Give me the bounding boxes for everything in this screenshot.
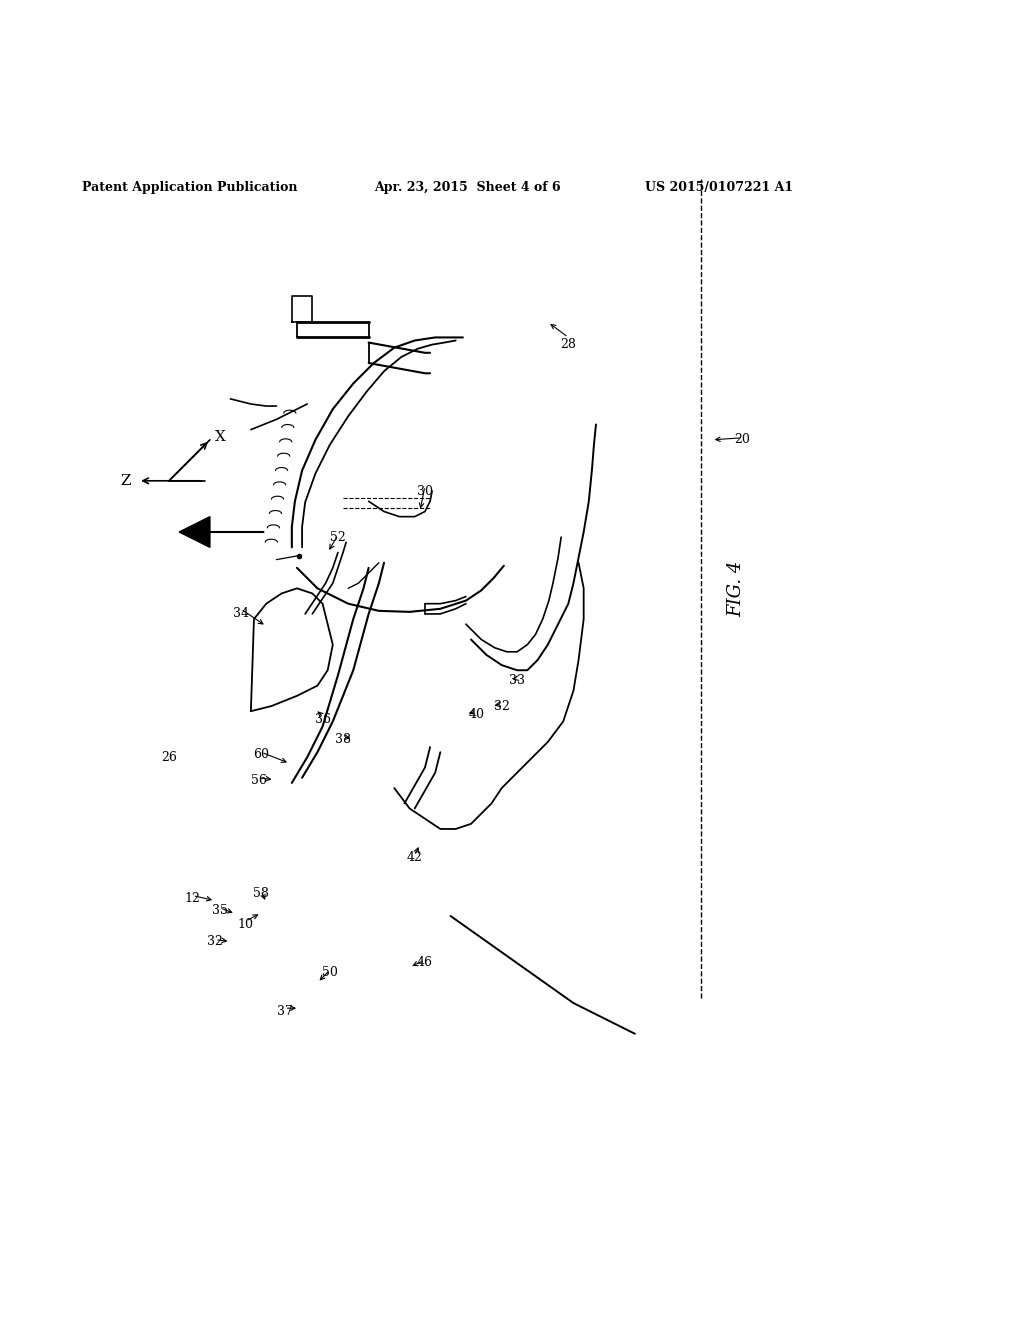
Text: 28: 28 <box>560 338 577 351</box>
Text: 40: 40 <box>468 708 484 721</box>
Text: Z: Z <box>121 474 131 488</box>
Text: 34: 34 <box>232 607 249 620</box>
Text: 60: 60 <box>253 747 269 760</box>
Text: 32: 32 <box>494 700 510 713</box>
Text: 20: 20 <box>734 433 751 446</box>
Text: 36: 36 <box>314 713 331 726</box>
Text: 58: 58 <box>253 887 269 900</box>
Text: 38: 38 <box>335 734 351 746</box>
Text: 37: 37 <box>276 1005 293 1018</box>
Text: 10: 10 <box>238 917 254 931</box>
Text: 26: 26 <box>161 751 177 764</box>
Text: 42: 42 <box>407 851 423 865</box>
Polygon shape <box>179 516 210 548</box>
Text: US 2015/0107221 A1: US 2015/0107221 A1 <box>645 181 794 194</box>
Text: 50: 50 <box>322 966 338 979</box>
Text: 56: 56 <box>251 775 267 787</box>
Text: 35: 35 <box>212 904 228 917</box>
Text: X: X <box>215 430 226 444</box>
Text: Apr. 23, 2015  Sheet 4 of 6: Apr. 23, 2015 Sheet 4 of 6 <box>374 181 560 194</box>
Text: 52: 52 <box>330 531 346 544</box>
Text: 30: 30 <box>417 484 433 498</box>
Text: FIG. 4: FIG. 4 <box>727 560 745 616</box>
Text: 32: 32 <box>207 935 223 948</box>
Text: Patent Application Publication: Patent Application Publication <box>82 181 297 194</box>
Text: 12: 12 <box>184 892 201 906</box>
Text: 46: 46 <box>417 956 433 969</box>
Text: 33: 33 <box>509 675 525 686</box>
